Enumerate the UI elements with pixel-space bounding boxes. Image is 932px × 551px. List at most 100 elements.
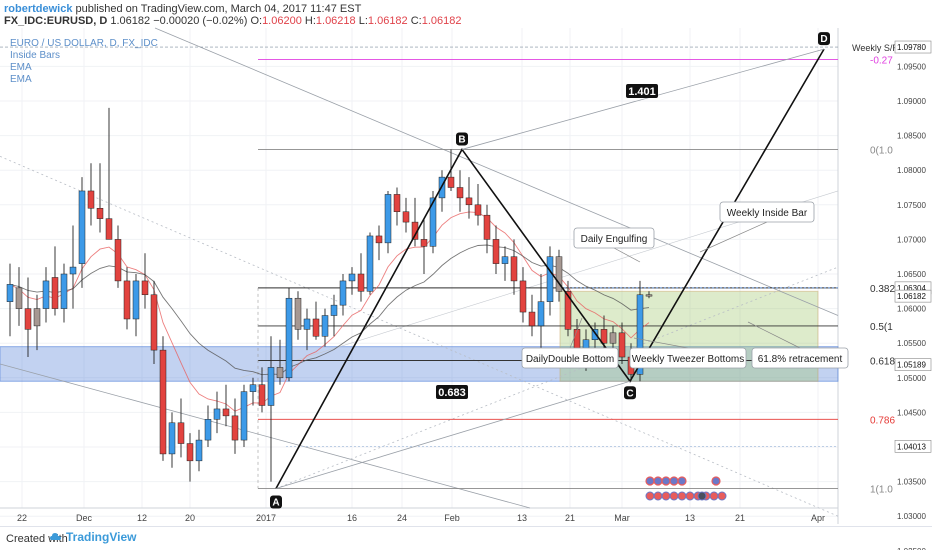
candle-body bbox=[537, 301, 545, 327]
candle-body bbox=[60, 273, 68, 309]
candle-body bbox=[429, 197, 437, 247]
candle-body bbox=[600, 329, 608, 344]
callout-box bbox=[719, 201, 815, 223]
candle-body bbox=[393, 194, 401, 212]
price-tag-bg bbox=[894, 440, 932, 453]
last-price: 1.06182 bbox=[110, 15, 151, 27]
event-icon bbox=[717, 491, 727, 501]
ratio-badge-0: 1.401 bbox=[626, 84, 658, 98]
event-icon bbox=[711, 476, 721, 486]
price-tag: 1.04013 bbox=[894, 440, 932, 453]
candle-body bbox=[339, 280, 347, 306]
point-badge bbox=[624, 386, 636, 400]
candle-body bbox=[384, 194, 392, 244]
y-tick-label: 1.07500 bbox=[897, 201, 926, 210]
callout-pointer bbox=[747, 321, 801, 349]
candle-body bbox=[357, 273, 365, 292]
x-tick-label: 13 bbox=[685, 513, 695, 523]
candle-body bbox=[69, 266, 77, 275]
event-icon bbox=[653, 476, 663, 486]
callout-text: 61.8% retracement bbox=[758, 354, 843, 365]
x-tick-label: Mar bbox=[614, 513, 630, 523]
candle-body bbox=[609, 332, 617, 344]
legend-inside-bars[interactable]: Inside Bars bbox=[10, 50, 61, 61]
author-name[interactable]: robertdewick bbox=[4, 3, 73, 15]
price-change: −0.00020 (−0.02%) bbox=[153, 15, 248, 27]
candle-body bbox=[510, 256, 518, 282]
candle-body bbox=[159, 349, 167, 455]
x-tick-label: Feb bbox=[444, 513, 460, 523]
fib-label: -0.27 bbox=[870, 55, 893, 66]
candle-body bbox=[645, 294, 653, 297]
x-tick-label: 20 bbox=[185, 513, 195, 523]
candle-body bbox=[258, 384, 266, 406]
fib-label: 0.5(1 bbox=[870, 322, 893, 333]
ratio-label: 1.401 bbox=[628, 86, 656, 98]
callout-box bbox=[629, 347, 747, 369]
event-icon bbox=[669, 491, 679, 501]
tradingview-brand[interactable]: TradingView bbox=[66, 530, 137, 544]
fib-label: 0(1.0 bbox=[870, 145, 893, 156]
symbol-label: FX_IDC:EURUSD, D bbox=[4, 15, 108, 27]
candle-body bbox=[321, 315, 329, 337]
published-text: published on TradingView.com, March 04, … bbox=[75, 3, 362, 15]
candle-body bbox=[42, 280, 50, 309]
candle-body bbox=[24, 308, 32, 330]
candle-body bbox=[303, 318, 311, 330]
callout-pointer bbox=[569, 317, 583, 349]
callout-pointer bbox=[633, 337, 689, 349]
y-axis: 1.025001.030001.035001.040001.045001.050… bbox=[894, 40, 932, 550]
close-label: C: bbox=[410, 15, 422, 27]
ratio-label: 0.683 bbox=[438, 387, 466, 399]
grid-lines bbox=[0, 28, 839, 524]
high-label: H: bbox=[304, 15, 316, 27]
candle-body bbox=[618, 332, 626, 358]
legend-ema-1[interactable]: EMA bbox=[10, 62, 32, 73]
event-icon bbox=[653, 491, 663, 501]
price-tag: 1.06182 bbox=[894, 289, 932, 303]
x-tick-label: 21 bbox=[565, 513, 575, 523]
candle-body bbox=[213, 408, 221, 420]
candle-body bbox=[474, 204, 482, 216]
candle-body bbox=[168, 422, 176, 455]
ratio-badge-1: 0.683 bbox=[436, 385, 468, 399]
candle-body bbox=[186, 443, 194, 462]
ratio-badge-bg bbox=[626, 84, 658, 98]
callout-weekly-tweezer-bottoms: Weekly Tweezer Bottoms bbox=[629, 337, 747, 369]
y-tick-label: 1.05500 bbox=[897, 339, 926, 348]
callout-pointer bbox=[613, 247, 641, 263]
callout-pointer bbox=[699, 221, 768, 253]
candle-body bbox=[519, 280, 527, 313]
point-badge bbox=[456, 132, 468, 146]
y-tick-label: 1.06000 bbox=[897, 305, 926, 314]
candle-body bbox=[420, 239, 428, 247]
callout-text: Daily Engulfing bbox=[581, 234, 648, 245]
x-tick-label: Dec bbox=[76, 513, 93, 523]
candle-body bbox=[465, 197, 473, 206]
candle-body bbox=[591, 329, 599, 340]
candle-body bbox=[78, 190, 86, 264]
event-icon bbox=[669, 476, 679, 486]
event-icon bbox=[677, 476, 687, 486]
candle-body bbox=[267, 367, 275, 406]
header-bar: robertdewick published on TradingView.co… bbox=[0, 0, 932, 27]
point-d-marker: D bbox=[818, 32, 830, 46]
y-tick-label: 1.08000 bbox=[897, 166, 926, 175]
price-tag: 1.09780 bbox=[894, 40, 932, 54]
candle-body bbox=[312, 318, 320, 337]
point-badge bbox=[270, 495, 282, 509]
candle-body bbox=[492, 239, 500, 264]
y-tick-label: 1.04500 bbox=[897, 408, 926, 417]
candle-body bbox=[177, 422, 185, 444]
candle-body bbox=[555, 256, 563, 292]
legend-ema-2[interactable]: EMA bbox=[10, 74, 32, 85]
candle-body bbox=[564, 291, 572, 330]
candles-layer bbox=[6, 107, 653, 482]
point-a-marker: A bbox=[270, 495, 282, 509]
trendline-lower bbox=[0, 363, 531, 509]
callout-daily-engulfing: Daily Engulfing bbox=[573, 227, 655, 263]
candle-body bbox=[402, 211, 410, 223]
candle-body bbox=[204, 419, 212, 441]
bd-extension-line bbox=[461, 48, 825, 150]
